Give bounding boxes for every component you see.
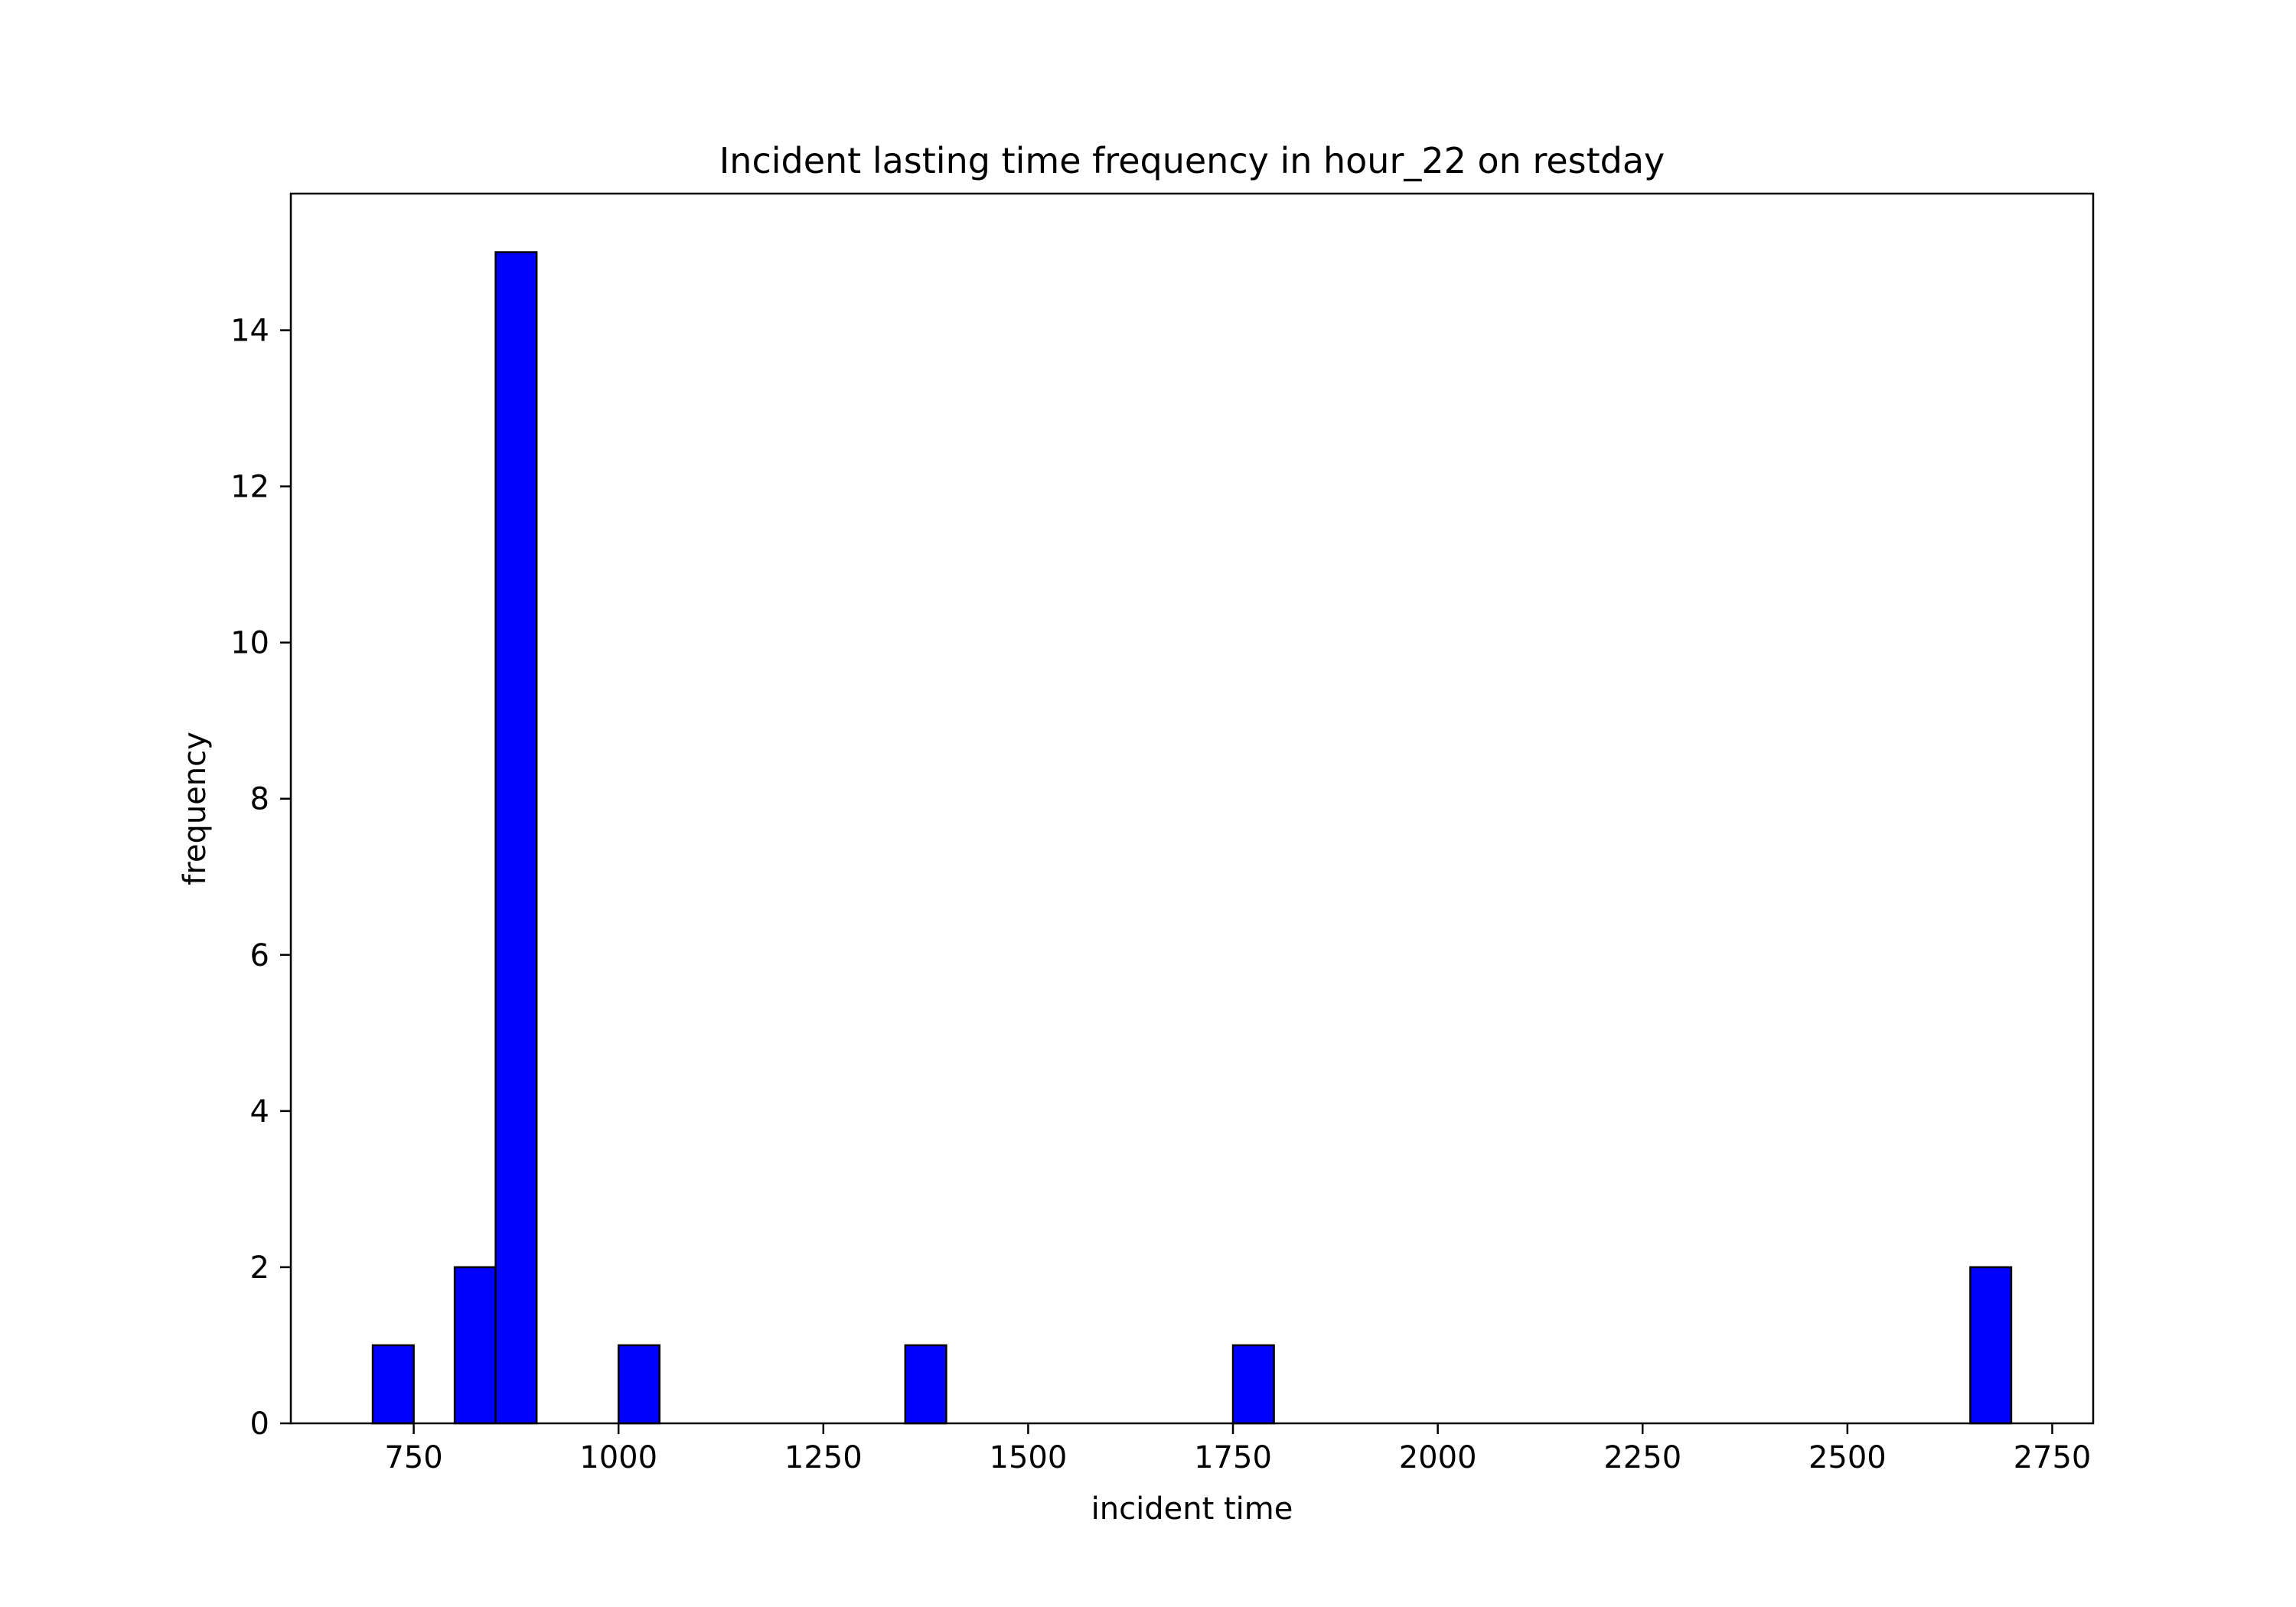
x-tick-label: 750 [384, 1440, 442, 1475]
y-tick-label: 0 [250, 1407, 269, 1442]
y-tick-label: 2 [250, 1250, 269, 1286]
histogram-bar [1969, 1266, 2013, 1425]
y-tick-label: 4 [250, 1094, 269, 1129]
x-axis-label: incident time [1091, 1491, 1293, 1527]
x-tick-label: 1500 [990, 1440, 1068, 1475]
y-axis-label: frequency [178, 732, 213, 885]
histogram-bar [453, 1266, 497, 1425]
y-tick-label: 8 [250, 782, 269, 817]
histogram-bar [371, 1344, 415, 1425]
x-tick-label: 1250 [784, 1440, 863, 1475]
x-axis-ticks: 750 1000 1250 1500 1750 2000 2250 2500 2750 [384, 1423, 2091, 1475]
y-tick-label: 14 [230, 314, 269, 349]
y-tick-label: 12 [230, 470, 269, 505]
histogram-bar [1231, 1344, 1275, 1425]
x-tick-label: 1000 [579, 1440, 657, 1475]
y-tick-label: 10 [230, 626, 269, 661]
histogram-bar [904, 1344, 947, 1425]
x-tick-label: 2250 [1603, 1440, 1681, 1475]
x-tick-label: 2500 [1808, 1440, 1887, 1475]
bars-group [371, 251, 2013, 1425]
y-tick-label: 6 [250, 938, 269, 973]
x-tick-label: 2000 [1399, 1440, 1477, 1475]
histogram-bar [494, 251, 538, 1425]
histogram-bar [617, 1344, 660, 1425]
y-axis-ticks: 0 2 4 6 8 10 12 14 [230, 314, 291, 1442]
x-tick-label: 2750 [2014, 1440, 2092, 1475]
chart-title: Incident lasting time frequency in hour_… [719, 140, 1665, 181]
plot-frame [289, 192, 2095, 1425]
x-tick-label: 1750 [1194, 1440, 1272, 1475]
